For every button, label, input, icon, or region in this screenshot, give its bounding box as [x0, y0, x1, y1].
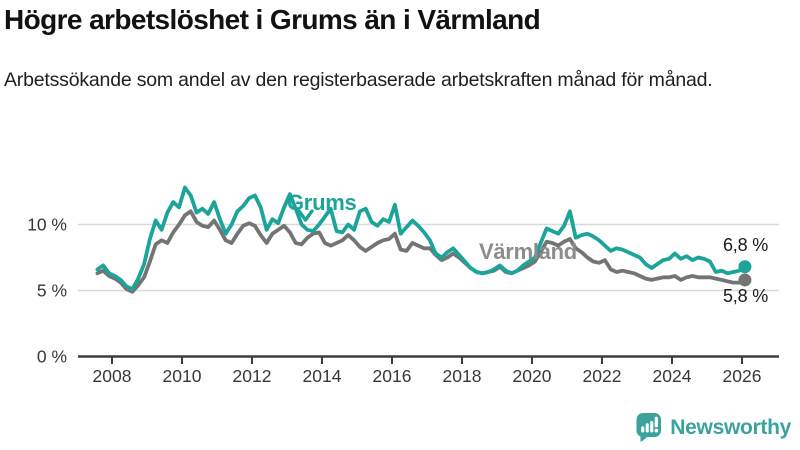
x-tick-label-2024: 2024 [653, 366, 692, 386]
brand-name: Newsworthy [670, 415, 791, 439]
series-line-grums [95, 185, 747, 292]
end-dot-grums [738, 260, 752, 274]
x-tick-label-2018: 2018 [443, 366, 482, 386]
series-label-varmland: Värmland [479, 239, 577, 264]
x-tick-label-2020: 2020 [513, 366, 552, 386]
y-tick-label-10pct: 10 % [27, 215, 67, 235]
x-tick-label-2022: 2022 [583, 366, 622, 386]
series-line-varmland [95, 209, 747, 294]
x-tick-label-2014: 2014 [303, 366, 342, 386]
x-tick-label-2008: 2008 [93, 366, 132, 386]
x-tick-label-2026: 2026 [723, 366, 762, 386]
brand-footer: Newsworthy [634, 412, 791, 443]
grums-arrow-icon [297, 209, 314, 222]
chart-subtitle: Arbetssökande som andel av den registerb… [4, 69, 713, 91]
series-label-grums: Grums [287, 190, 357, 215]
end-value-label-grums: 6,8 % [723, 235, 769, 255]
x-tick-label-2016: 2016 [373, 366, 412, 386]
page-title: Högre arbetslöshet i Grums än i Värmland [4, 4, 541, 35]
x-tick-label-2012: 2012 [233, 366, 272, 386]
y-tick-label-5pct: 5 % [37, 281, 67, 301]
y-tick-label-0pct: 0 % [37, 347, 67, 367]
newsworthy-logo-icon [636, 413, 662, 442]
end-value-label-varmland: 5,8 % [723, 286, 769, 306]
end-dot-varmland [738, 273, 752, 287]
x-tick-label-2010: 2010 [163, 366, 202, 386]
